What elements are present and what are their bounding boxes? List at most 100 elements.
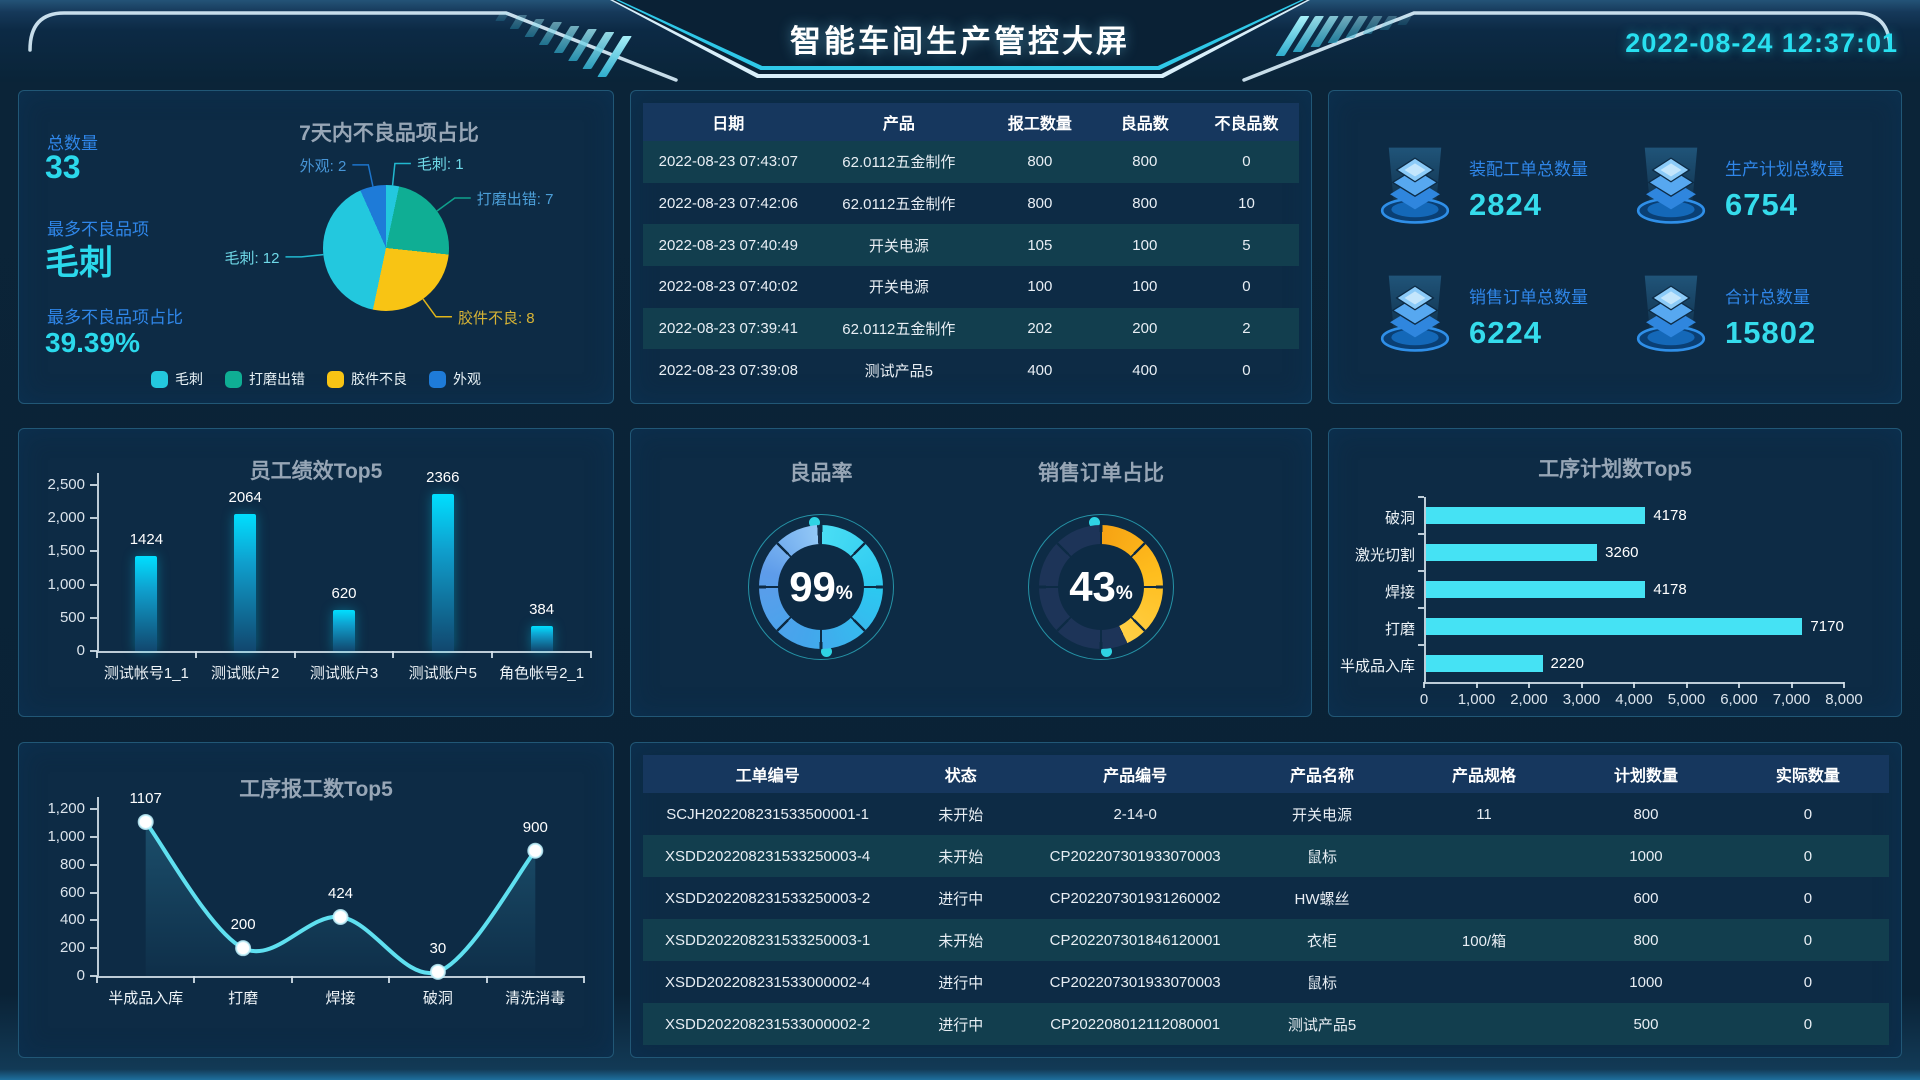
header-bar: 智能车间生产管控大屏 2022-08-24 12:37:01 [0, 0, 1920, 82]
x-tick [485, 976, 488, 983]
table-row: XSDD202208231533000002-2 进行中 CP20220801211… [643, 1003, 1889, 1045]
table-cell: 800 [1027, 153, 1053, 171]
hbar-value-label: 7170 [1810, 617, 1844, 635]
gauge-dot-top [809, 517, 820, 528]
table-row: 2022-08-23 07:40:49 开关电源 105 100 5 [643, 224, 1299, 267]
stat-label: 销售订单总数量 [1469, 288, 1588, 307]
table-cell: 2022-08-23 07:39:08 [658, 361, 798, 379]
legend-item: 打磨出错 [225, 369, 305, 389]
legend-label: 外观 [453, 371, 481, 387]
column-header: 产品名称 [1290, 768, 1355, 785]
y-axis [97, 473, 99, 651]
pie-slice-label: 胶件不良: 8 [457, 309, 535, 327]
table-cell: 11 [1476, 805, 1492, 823]
x-tick [1633, 682, 1635, 688]
stat-card: 销售订单总数量 6224 [1373, 253, 1629, 381]
x-tick [96, 976, 98, 983]
table-cell: 800 [1132, 195, 1158, 212]
table-cell: 测试产品5 [864, 362, 933, 380]
table-cell: CP202207301931260002 [1049, 889, 1221, 907]
bar-value-label: 2366 [426, 468, 460, 486]
column-header: 实际数量 [1775, 768, 1840, 785]
table-cell: 0 [1803, 889, 1813, 907]
y-tick-label: 0 [76, 642, 85, 659]
data-point [429, 963, 446, 980]
column-header: 产品编号 [1103, 768, 1168, 785]
legend-swatch [151, 370, 168, 388]
table-cell: 2 [1242, 320, 1251, 338]
defect-pie-chart [323, 185, 449, 311]
gauge-dot-top [1089, 517, 1100, 528]
bar [431, 493, 454, 651]
table-cell: 未开始 [938, 932, 984, 950]
table-cell: 0 [1242, 361, 1251, 379]
y-tick-label: 200 [59, 939, 85, 957]
table-cell: 开关电源 [868, 279, 929, 297]
stripe-decoration [538, 22, 563, 45]
bar-value-label: 384 [529, 600, 555, 618]
gauge-dot-bottom [1101, 646, 1112, 657]
pie-slice-label: 毛刺: 12 [224, 249, 280, 267]
table-cell: XSDD202208231533000002-2 [665, 1015, 871, 1033]
legend-swatch [225, 370, 242, 388]
stat-value: 2824 [1469, 187, 1542, 222]
legend-label: 胶件不良 [351, 371, 407, 387]
process-line-chart: 0 200 400 600 800 1,000 1,200 1107 半成品入库 200 打磨 42… [19, 743, 613, 1057]
line-category-label: 打磨 [228, 990, 259, 1007]
decoration [1380, 147, 1450, 224]
hbar-category-label: 激光切割 [1354, 546, 1415, 564]
stacked-layers-icon [1629, 273, 1713, 362]
point-value-label: 900 [522, 818, 548, 836]
y-tick-label: 0 [76, 967, 85, 984]
panel-stat-cards: 装配工单总数量 2824 生产计划总数量 6754 销售订单总数量 6224 合计总数量 15… [1328, 90, 1902, 404]
legend-label: 毛刺 [175, 371, 203, 387]
x-tick-label: 1,000 [1457, 691, 1496, 708]
table-cell: 400 [1132, 361, 1158, 379]
line-chart-title: 工序报工数Top5 [239, 778, 393, 801]
decoration [1404, 290, 1426, 304]
left-stripes-decoration [495, 6, 648, 78]
y-axis [1424, 497, 1426, 682]
table-cell: HW螺丝 [1294, 890, 1350, 908]
decoration [1636, 275, 1706, 352]
x-tick [392, 651, 395, 658]
stacked-layers-icon [1373, 145, 1457, 234]
bar-category-label: 角色帐号2_1 [499, 665, 585, 682]
y-tick [90, 517, 97, 520]
table-cell: 400 [1027, 361, 1053, 379]
y-tick [90, 947, 97, 950]
table-cell: 开关电源 [868, 237, 929, 255]
top-defect-pct-label: 最多不良品项占比 [47, 308, 183, 327]
table-cell: XSDD202208231533250003-2 [665, 889, 871, 907]
bar-category-label: 测试账户3 [309, 665, 379, 682]
legend-swatch [429, 370, 446, 388]
table-cell: CP202207301933070003 [1049, 973, 1221, 991]
x-tick [1475, 682, 1478, 688]
table-cell: 100 [1027, 278, 1053, 296]
decoration [391, 162, 411, 186]
gauge-deco-ring [1028, 514, 1174, 660]
table-cell: 进行中 [938, 890, 984, 908]
line-category-label: 半成品入库 [108, 990, 184, 1007]
column-header: 报工数量 [1007, 116, 1072, 133]
table-cell: XSDD202208231533000002-4 [665, 973, 871, 991]
table-cell: CP202207301846120001 [1049, 931, 1221, 949]
right-stripes-decoration [1275, 6, 1438, 78]
table-cell: 100 [1132, 236, 1158, 254]
data-point [137, 813, 154, 830]
column-header: 日期 [712, 116, 745, 133]
performance-chart-title: 员工绩效Top5 [249, 460, 383, 483]
x-tick [583, 976, 585, 983]
legend-item: 胶件不良 [327, 369, 407, 389]
hbar-category-label: 半成品入库 [1339, 657, 1415, 675]
decoration [422, 298, 452, 318]
point-value-label: 1107 [129, 789, 162, 807]
hbar [1426, 655, 1543, 672]
table-cell: XSDD202208231533250003-4 [665, 847, 871, 865]
table-cell: 0 [1242, 153, 1251, 171]
hbar [1426, 618, 1803, 635]
bar-value-label: 620 [331, 584, 357, 602]
stripe-decoration [1397, 16, 1412, 26]
sales-order-gauge: 43% [1028, 514, 1174, 660]
